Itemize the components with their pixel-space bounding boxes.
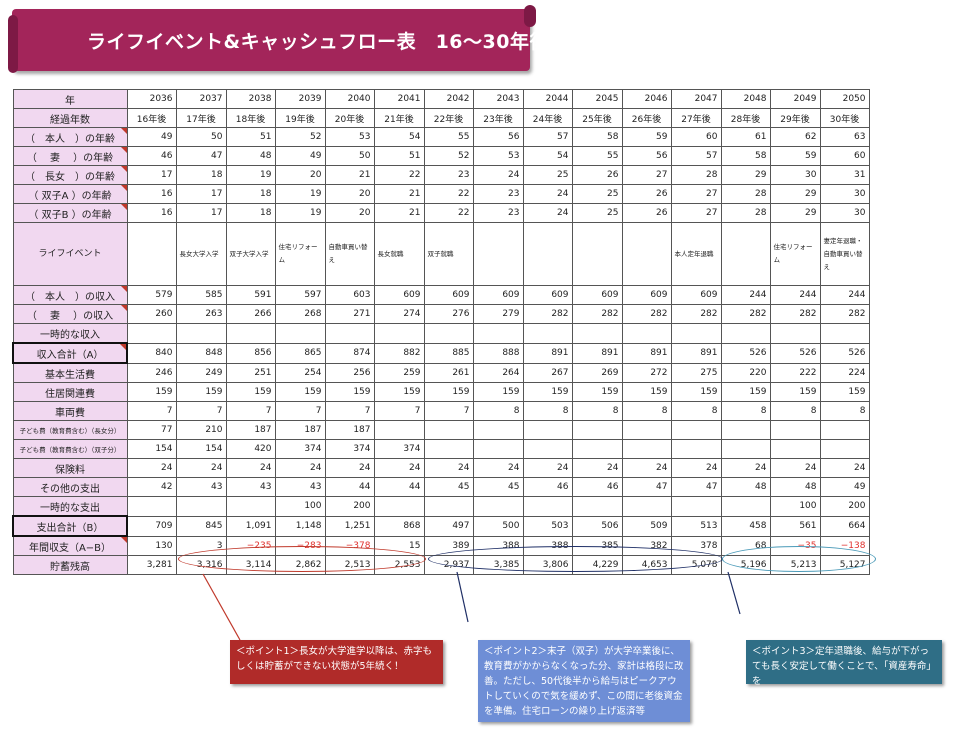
pointer-line-2 (456, 571, 469, 623)
table-cell: 住宅リフォーム (274, 222, 326, 286)
row-label: 貯蓄残高 (12, 555, 128, 575)
table-cell: 自動車買い替え (324, 222, 375, 286)
table-cell: 526 (819, 342, 870, 364)
row-label: （ 妻 ）の収入 (12, 304, 128, 324)
row-label: その他の支出 (12, 477, 128, 497)
callout-point1: ＜ポイント1＞長女が大学進学以降は、赤字もしくは貯蓄ができない状態が5年続く！ (230, 640, 443, 684)
table-row: 一時的な収入 (12, 323, 870, 344)
table-cell (571, 222, 623, 286)
table-cell: 282 (670, 304, 722, 324)
row-label: 保険料 (12, 458, 128, 478)
table-cell: 244 (819, 285, 870, 305)
table-row: ライフイベント 長女大学入学 双子大学入学 住宅リフォーム 自動車買い替え 長女就職 双子就… (12, 222, 870, 286)
table-cell: 1,148 (274, 515, 326, 537)
table-row: 基本生活費 246 249 251 254 256 259 261 264 267 269 272 27… (12, 362, 870, 383)
highlight-circle-deficit (178, 546, 426, 572)
table-row: （ 本人 ）の収入 579 585 591 597 603 609 609 609 609 609 6… (12, 285, 870, 305)
callout-point3: ＜ポイント3＞定年退職後、給与が下がっても長く安定して働くことで、「資産寿命」を (746, 640, 942, 687)
row-label: 車両費 (12, 401, 128, 421)
row-label: （ 双子B ）の年齢 (12, 203, 128, 223)
pointer-line-3 (727, 571, 741, 615)
table-row: 子ども費（教育費含む）（長女分） 77 210 187 187 187 (12, 420, 870, 440)
table-cell: 44 (324, 477, 375, 497)
table-row: （ 双子B ）の年齢 16 17 18 19 20 21 22 23 24 25 26 27 28 29 30 (12, 203, 870, 223)
callout-point2: ＜ポイント2＞末子（双子）が大学卒業後に、教育費がかからなくなった分、家計は格段… (478, 640, 690, 722)
row-label: 収入合計（A） (12, 342, 128, 364)
row-label: 一時的な支出 (12, 496, 128, 517)
cashflow-table: 年 2036 2037 2038 2039 2040 2041 2042 2043 2044 204… (12, 89, 870, 575)
row-label: （ 妻 ）の年齢 (12, 146, 128, 166)
table-row: （ 妻 ）の年齢 46 47 48 49 50 51 52 53 54 55 56 57 58 59 60 (12, 146, 870, 166)
row-label: 支出合計（B） (12, 515, 128, 537)
table-row: 保険料 24 24 24 24 24 24 24 24 24 24 24 24 24 24 24 (12, 458, 870, 478)
banner-scroll-left (8, 15, 18, 73)
table-row: （ 妻 ）の収入 260 263 266 268 271 274 276 279 282 282 28… (12, 304, 870, 324)
table-cell: 双子就職 (423, 222, 474, 286)
table-cell: 双子大学入学 (225, 222, 276, 286)
row-label: 年 (12, 89, 128, 109)
row-label: ライフイベント (12, 222, 128, 286)
table-row: 支出合計（B） 709 845 1,091 1,148 1,251 868 497 500 503… (12, 515, 870, 537)
table-cell: 526 (720, 342, 771, 364)
table-cell: 664 (819, 515, 870, 537)
table-cell: 891 (522, 342, 573, 364)
title-banner: ライフイベント&キャッシュフロー表 16～30年後 (8, 5, 548, 73)
table-row: その他の支出 42 43 43 43 44 44 45 45 46 46 47 47 48 48 49 (12, 477, 870, 497)
row-label: 一時的な収入 (12, 323, 128, 344)
row-label: （ 本人 ）の収入 (12, 285, 128, 305)
table-cell: 509 (621, 515, 672, 537)
table-cell: 458 (720, 515, 771, 537)
row-label: （ 双子A ）の年齢 (12, 184, 128, 204)
page-title: ライフイベント&キャッシュフロー表 16～30年後 (87, 31, 549, 53)
table-row: （ 長女 ）の年齢 17 18 19 20 21 22 23 24 25 26 27 28 29 30 31 (12, 165, 870, 185)
highlight-circle-retirement (722, 546, 876, 572)
table-cell (126, 222, 177, 286)
table-row: 一時的な支出 100 200 100 200 (12, 496, 870, 517)
row-label: （ 長女 ）の年齢 (12, 165, 128, 185)
row-label: 子ども費（教育費含む）（長女分） (12, 420, 128, 440)
table-cell (720, 222, 771, 286)
table-row: 子ども費（教育費含む）（双子分） 154 154 420 374 374 374 (12, 439, 870, 459)
table-row: 収入合計（A） 840 848 856 865 874 882 885 888 891 891 891… (12, 342, 870, 364)
table-cell: 48 (720, 477, 771, 497)
table-row: 経過年数 16年後 17年後 18年後 19年後 20年後 21年後 22年後 23年後 24年後… (12, 108, 870, 128)
row-label: 子ども費（教育費含む）（双子分） (12, 439, 128, 459)
table-cell: 268 (274, 304, 326, 324)
table-cell: 妻定年退職・自動車買い替え (819, 222, 870, 286)
table-cell: 561 (769, 515, 821, 537)
table-cell: 856 (225, 342, 276, 364)
pointer-line-1 (202, 573, 241, 641)
table-cell: 49 (819, 477, 870, 497)
banner-scroll-right (524, 5, 536, 27)
table-cell: 8 (819, 401, 870, 421)
table-cell: 891 (670, 342, 722, 364)
table-cell: 500 (472, 515, 524, 537)
table-cell: 282 (819, 304, 870, 324)
table-cell: 長女大学入学 (175, 222, 227, 286)
row-label: 基本生活費 (12, 362, 128, 383)
table-cell (472, 222, 524, 286)
table-cell: 840 (126, 342, 177, 364)
table-cell: 43 (225, 477, 276, 497)
